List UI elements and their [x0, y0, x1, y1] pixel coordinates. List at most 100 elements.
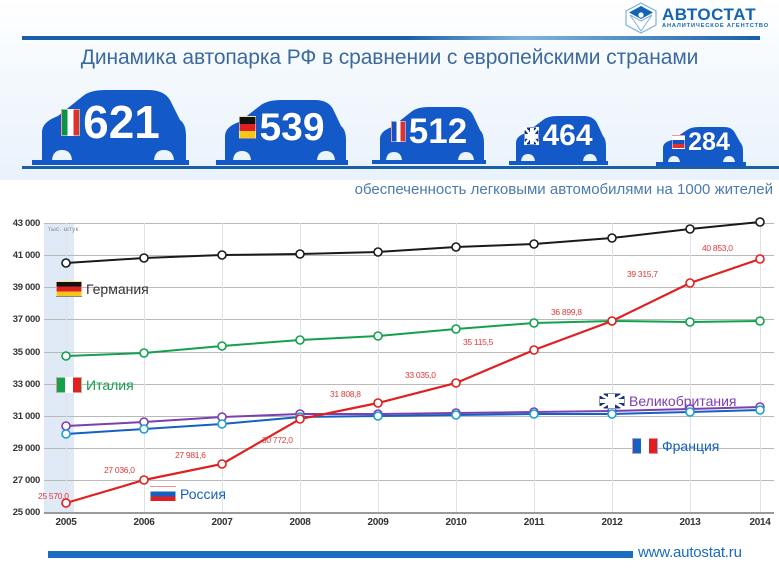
- ytick-label-31000: 31 000: [12, 411, 41, 422]
- data-label-russia-2012: 36 899,8: [551, 307, 582, 317]
- series-line-uk: [65, 406, 761, 427]
- car-value-russia: 284: [688, 127, 730, 156]
- ytick-label-39000: 39 000: [12, 282, 41, 293]
- gridline-27000: [44, 480, 774, 481]
- autostat-logo: АВТОСТАТ АНАЛИТИЧЕСКОЕ АГЕНТСТВО: [624, 2, 769, 34]
- series-markers-germany: [61, 217, 765, 268]
- gridline-41000: [44, 255, 774, 256]
- ytick-label-35000: 35 000: [12, 347, 41, 358]
- legend-label-germany: Германия: [86, 281, 149, 297]
- footer-url[interactable]: www.autostat.ru: [638, 544, 742, 561]
- data-label-russia-2011: 35 115,5: [463, 337, 494, 347]
- data-label-russia-2010: 33 035,0: [405, 370, 436, 380]
- legend-label-uk: Великобритания: [629, 393, 737, 409]
- gridline-29000: [44, 448, 774, 449]
- logo-title: АВТОСТАТ: [662, 5, 757, 25]
- vgridline-2013: [690, 223, 691, 512]
- data-label-russia-2009: 31 808,8: [330, 389, 361, 399]
- autostat-hexagon-icon: [624, 2, 658, 34]
- france-flag-icon: [632, 438, 658, 454]
- data-label-russia-2007: 27 981,6: [175, 450, 206, 460]
- series-line-france: [65, 409, 761, 435]
- series-line-russia: [65, 257, 761, 505]
- legend-label-france: Франция: [662, 438, 720, 454]
- cars-divider: [22, 166, 779, 169]
- gridline-35000: [44, 352, 774, 353]
- vgridline-2005: [66, 223, 67, 512]
- ytick-label-43000: 43 000: [12, 218, 41, 229]
- data-label-russia-2008: 30 772,0: [262, 435, 293, 445]
- legend-italy: Италия: [56, 377, 134, 393]
- italy-flag-icon: [61, 108, 81, 136]
- ytick-label-37000: 37 000: [12, 314, 41, 325]
- germany-flag-icon: [56, 281, 82, 297]
- vgridline-2010: [456, 223, 457, 512]
- x-axis-line: [44, 512, 774, 514]
- france-flag-icon: [390, 120, 406, 142]
- data-label-russia-2013: 39 315,7: [627, 269, 658, 279]
- legend-label-russia: Россия: [180, 486, 226, 502]
- xtick-label-2007: 2007: [211, 517, 233, 528]
- data-label-russia-2006: 27 036,0: [104, 465, 135, 475]
- gridline-33000: [44, 384, 774, 385]
- xtick-label-2006: 2006: [133, 517, 155, 528]
- legend-germany: Германия: [56, 281, 149, 297]
- vgridline-2011: [534, 223, 535, 512]
- series-markers-italy: [61, 316, 765, 361]
- header-band: АВТОСТАТ АНАЛИТИЧЕСКОЕ АГЕНТСТВО Динамик…: [0, 0, 779, 198]
- ytick-label-29000: 29 000: [12, 443, 41, 454]
- vgridline-2009: [378, 223, 379, 512]
- vgridline-2014: [760, 223, 761, 512]
- car-value-germany: 539: [259, 105, 325, 149]
- legend-france: Франция: [632, 438, 719, 454]
- data-label-russia-2005: 25 570,0: [38, 491, 69, 501]
- gridline-39000: [44, 287, 774, 288]
- russia-flag-icon: [150, 486, 176, 502]
- italy-flag-icon: [56, 377, 82, 393]
- series-layer: [61, 217, 765, 508]
- car-stat-uk: 464: [507, 110, 610, 168]
- page-subtitle: обеспеченность легковыми автомобилями на…: [354, 181, 773, 198]
- xtick-label-2011: 2011: [523, 517, 545, 528]
- vgridline-2007: [222, 223, 223, 512]
- data-label-russia-2014: 40 853,0: [702, 243, 733, 253]
- series-line-germany: [65, 221, 761, 264]
- xtick-label-2013: 2013: [679, 517, 701, 528]
- legend-label-italy: Италия: [86, 377, 134, 393]
- y-axis-unit-label: тыс. штук: [48, 226, 79, 233]
- vgridline-2012: [612, 223, 613, 512]
- ytick-label-41000: 41 000: [12, 250, 41, 261]
- ytick-label-27000: 27 000: [12, 475, 41, 486]
- series-line-italy: [65, 319, 761, 357]
- xtick-label-2008: 2008: [289, 517, 311, 528]
- line-chart: 43 000 41 000 39 000 37 000 35 000 33 00…: [0, 213, 779, 533]
- page-title: Динамика автопарка РФ в сравнении с евро…: [80, 46, 699, 69]
- car-stat-russia: 284: [655, 122, 747, 168]
- russia-flag-icon: [672, 135, 686, 149]
- xtick-label-2012: 2012: [601, 517, 623, 528]
- legend-russia: Россия: [150, 486, 226, 502]
- header-divider: [22, 36, 760, 40]
- ytick-label-33000: 33 000: [12, 379, 41, 390]
- car-value-italy: 621: [83, 96, 160, 148]
- series-markers-russia: [61, 254, 765, 508]
- vgridline-2008: [300, 223, 301, 512]
- plot-left-band: [44, 223, 74, 512]
- xtick-label-2010: 2010: [445, 517, 467, 528]
- car-stats-row: 621 539: [0, 82, 779, 168]
- car-value-uk: 464: [542, 119, 593, 152]
- car-value-france: 512: [408, 111, 468, 151]
- xtick-label-2005: 2005: [55, 517, 77, 528]
- footer-bar: [48, 551, 633, 558]
- xtick-label-2009: 2009: [367, 517, 389, 528]
- car-stat-france: 512: [370, 100, 488, 168]
- legend-uk: Великобритания: [599, 393, 737, 409]
- car-stat-italy: 621: [28, 82, 193, 168]
- ytick-label-25000: 25 000: [12, 507, 41, 518]
- xtick-label-2014: 2014: [749, 517, 771, 528]
- uk-flag-icon: [599, 393, 625, 409]
- car-stat-germany: 539: [213, 92, 351, 168]
- germany-flag-icon: [239, 115, 257, 139]
- gridline-37000: [44, 319, 774, 320]
